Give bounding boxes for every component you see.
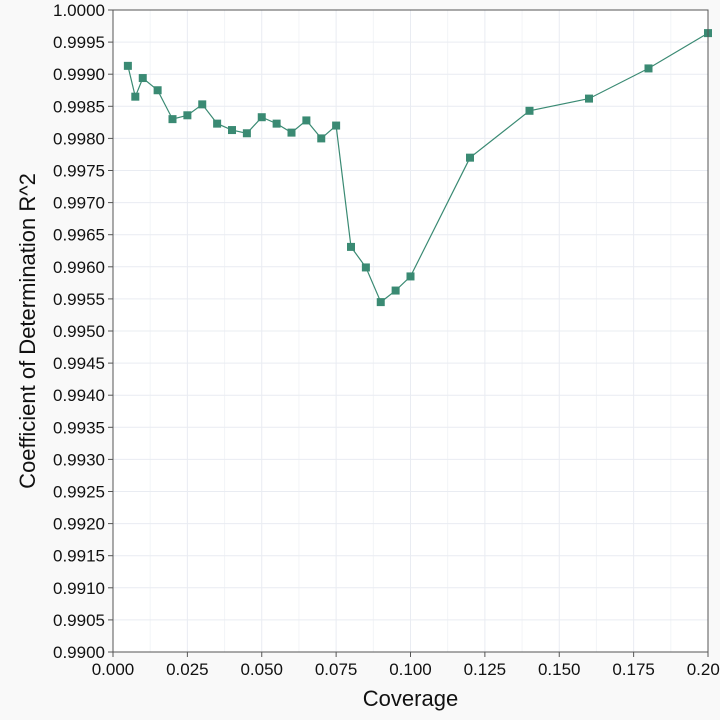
data-point	[376, 298, 385, 307]
y-tick-label: 0.9965	[53, 226, 105, 245]
data-point	[466, 153, 474, 162]
y-tick-label: 1.0000	[53, 1, 105, 20]
data-point	[138, 74, 147, 83]
x-tick-label: 0.025	[166, 660, 209, 679]
y-tick-label: 0.9930	[53, 450, 105, 469]
x-tick-label: 0.100	[389, 660, 432, 679]
y-tick-label: 0.9950	[53, 322, 105, 341]
data-point	[242, 129, 251, 138]
x-tick-label: 0.200	[687, 660, 720, 679]
y-tick-label: 0.9975	[53, 162, 105, 181]
data-point	[391, 286, 400, 295]
y-tick-label: 0.9990	[53, 65, 105, 84]
data-point	[644, 64, 653, 73]
data-point	[361, 263, 370, 272]
y-tick-label: 0.9940	[53, 386, 105, 405]
data-point	[347, 242, 355, 251]
data-point	[168, 115, 177, 124]
data-point	[131, 92, 140, 101]
y-tick-label: 0.9925	[53, 483, 105, 502]
data-point	[317, 134, 326, 143]
y-tick-label: 0.9905	[53, 611, 105, 630]
data-point	[332, 121, 341, 130]
y-tick-label: 0.9910	[53, 579, 105, 598]
y-tick-label: 0.9920	[53, 515, 105, 534]
data-point	[198, 100, 207, 109]
x-tick-label: 0.125	[464, 660, 507, 679]
x-tick-label: 0.150	[538, 660, 581, 679]
tick-marks	[108, 9, 709, 657]
y-tick-label: 0.9960	[53, 258, 105, 277]
y-tick-label: 0.9980	[53, 129, 105, 148]
x-tick-label: 0.000	[92, 660, 135, 679]
data-point	[123, 61, 132, 70]
x-axis-title: Coverage	[363, 686, 458, 711]
data-point	[302, 116, 311, 125]
data-point	[257, 113, 266, 122]
gridlines	[112, 9, 709, 653]
x-tick-label: 0.050	[240, 660, 283, 679]
data-point	[183, 111, 192, 120]
data-point	[153, 86, 162, 95]
x-axis-ticks: 0.000 0.025 0.050 0.075 0.100 0.125 0.150 0.175…	[92, 660, 720, 679]
y-tick-label: 0.9985	[53, 97, 105, 116]
y-tick-label: 0.9945	[53, 354, 105, 373]
data-point	[585, 94, 593, 103]
plot-border	[112, 9, 709, 653]
y-tick-label: 0.9900	[53, 643, 105, 662]
y-axis-title: Coefficient of Determination R^2	[15, 173, 40, 489]
y-tick-label: 0.9955	[53, 290, 105, 309]
data-point	[213, 119, 222, 128]
data-point	[228, 126, 236, 135]
y-axis-ticks: 0.9900 0.9905 0.9910 0.9915 0.9920 0.9925 0.99…	[53, 1, 105, 662]
y-tick-label: 0.9935	[53, 418, 105, 437]
data-point	[406, 272, 415, 281]
y-tick-label: 0.9970	[53, 194, 105, 213]
x-tick-label: 0.075	[315, 660, 358, 679]
y-tick-label: 0.9995	[53, 33, 105, 52]
x-tick-label: 0.175	[612, 660, 655, 679]
y-tick-label: 0.9915	[53, 547, 105, 566]
data-point	[272, 119, 281, 128]
data-point	[525, 106, 534, 115]
data-point	[287, 128, 296, 137]
